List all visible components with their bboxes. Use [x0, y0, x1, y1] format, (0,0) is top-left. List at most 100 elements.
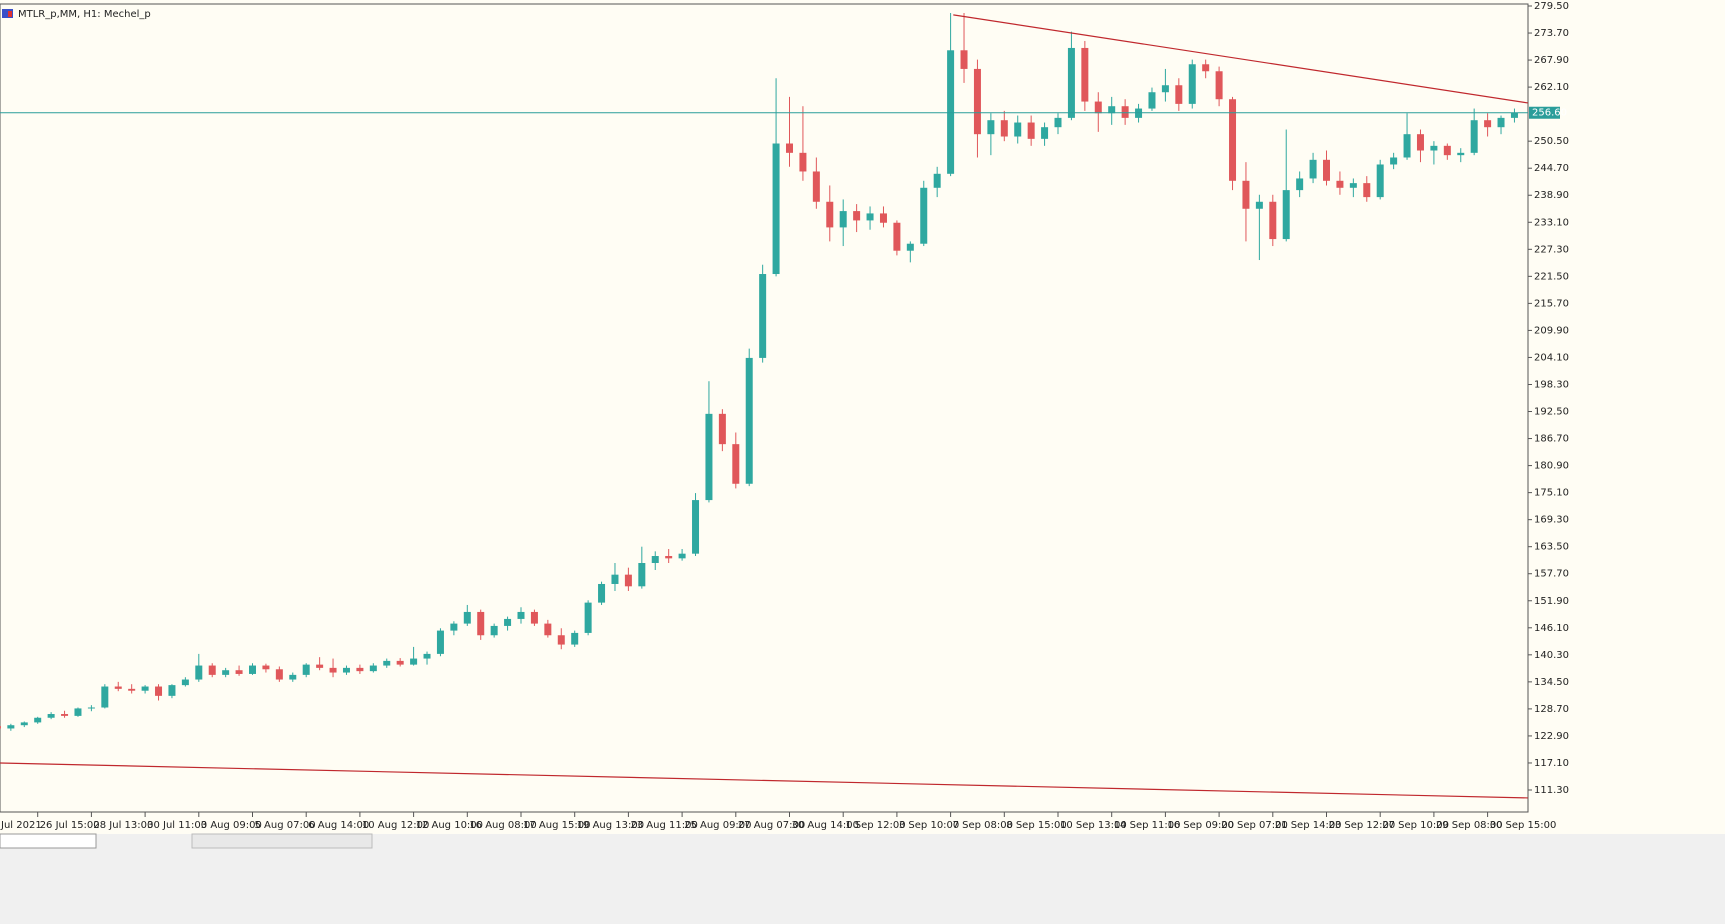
y-tick-label: 267.90	[1534, 55, 1569, 66]
candle-body	[128, 688, 136, 691]
candle-body	[1242, 180, 1250, 209]
candle-body	[879, 213, 887, 223]
candle-body	[275, 669, 283, 680]
x-tick-label: 28 Jul 13:00	[93, 820, 153, 831]
candle-body	[20, 722, 28, 726]
x-tick-label: 23 Aug 11:00	[630, 820, 697, 831]
candle-body	[960, 50, 968, 69]
candle-body	[490, 625, 498, 636]
candle-body	[1497, 117, 1505, 128]
candle-body	[1108, 106, 1116, 114]
y-tick-label: 186.70	[1534, 434, 1569, 445]
candle-body	[1148, 92, 1156, 109]
candle-body	[1443, 145, 1451, 156]
price-label: 256.60	[1532, 108, 1567, 119]
candle-body	[114, 686, 122, 689]
candle-body	[906, 243, 914, 251]
x-tick-label: 29 Sep 08:00	[1436, 820, 1503, 831]
candle-body	[7, 725, 15, 729]
candle-body	[1054, 117, 1062, 128]
candle-body	[893, 222, 901, 251]
trendline	[953, 14, 1528, 104]
candle-body	[1175, 85, 1183, 104]
candle-body	[101, 686, 109, 708]
candle-body	[1041, 127, 1049, 139]
x-tick-label: 27 Aug 07:00	[738, 820, 805, 831]
x-tick-label: 12 Aug 10:00	[416, 820, 483, 831]
candle-body	[1296, 178, 1304, 191]
y-tick-label: 111.30	[1534, 785, 1569, 796]
candle-body	[342, 667, 350, 673]
y-tick-label: 134.50	[1534, 677, 1569, 688]
candle-body	[638, 563, 646, 587]
candle-body	[1121, 106, 1129, 118]
y-tick-label: 209.90	[1534, 325, 1569, 336]
candle-body	[1027, 122, 1035, 139]
candle-body	[1269, 201, 1277, 240]
y-tick-label: 117.10	[1534, 758, 1569, 769]
y-tick-label: 221.50	[1534, 271, 1569, 282]
chart-icon	[2, 9, 13, 18]
y-tick-label: 122.90	[1534, 731, 1569, 742]
x-tick-label: 8 Sep 15:00	[1006, 820, 1066, 831]
tab[interactable]	[191, 833, 373, 849]
candle-body	[1470, 120, 1478, 153]
candle-body	[517, 611, 525, 619]
candle-body	[181, 679, 189, 686]
candle-body	[383, 660, 391, 666]
y-tick-label: 244.70	[1534, 163, 1569, 174]
candle-body	[812, 171, 820, 202]
price-label-box	[1529, 106, 1560, 119]
candle-body	[624, 574, 632, 587]
y-tick-label: 215.70	[1534, 298, 1569, 309]
x-tick-label: 26 Jul 15:00	[40, 820, 100, 831]
candle-body	[1376, 164, 1384, 198]
y-tick-label: 163.50	[1534, 542, 1569, 553]
candle-body	[772, 143, 780, 275]
candle-body	[316, 664, 324, 668]
candle-body	[933, 173, 941, 188]
y-tick-label: 151.90	[1534, 596, 1569, 607]
x-tick-label: 5 Aug 07:00	[255, 820, 316, 831]
candle-body	[1014, 122, 1022, 137]
x-tick-label: 1 Sep 12:00	[845, 820, 905, 831]
candle-body	[1067, 47, 1075, 118]
candle-body	[1081, 47, 1089, 102]
candle-body	[973, 68, 981, 135]
candle-body	[463, 611, 471, 624]
chart-title: MTLR_p,MM, H1: Mechel_p	[18, 9, 151, 20]
y-tick-label: 175.10	[1534, 488, 1569, 499]
x-tick-label: 30 Jul 11:00	[147, 820, 207, 831]
candle-body	[866, 213, 874, 221]
tab-strip	[0, 834, 1725, 924]
candle-body	[1094, 101, 1102, 114]
candle-body	[155, 686, 163, 696]
x-tick-label: 6 Aug 14:00	[308, 820, 369, 831]
candle-body	[571, 632, 579, 645]
candle-body	[598, 583, 606, 603]
candle-body	[396, 660, 404, 665]
x-tick-label: 20 Sep 07:00	[1221, 820, 1288, 831]
x-tick-label: 25 Aug 09:00	[684, 820, 751, 831]
candle-body	[584, 602, 592, 633]
x-tick-label: 19 Aug 13:00	[577, 820, 644, 831]
candle-body	[47, 714, 55, 718]
y-tick-label: 169.30	[1534, 515, 1569, 526]
candle-body	[1510, 112, 1518, 118]
marks	[0, 12, 1518, 731]
candle-body	[1390, 157, 1398, 165]
candle-body	[826, 201, 834, 228]
candle-body	[1188, 64, 1196, 104]
candle-body	[1363, 183, 1371, 198]
candle-body	[705, 413, 713, 501]
candle-body	[504, 618, 512, 626]
candle-body	[450, 623, 458, 631]
x-tick-label: 3 Sep 10:00	[899, 820, 959, 831]
candle-body	[208, 665, 216, 675]
x-tick-label: 16 Aug 08:00	[469, 820, 536, 831]
candle-body	[651, 556, 659, 564]
candle-body	[745, 357, 753, 484]
tab[interactable]	[0, 833, 97, 849]
